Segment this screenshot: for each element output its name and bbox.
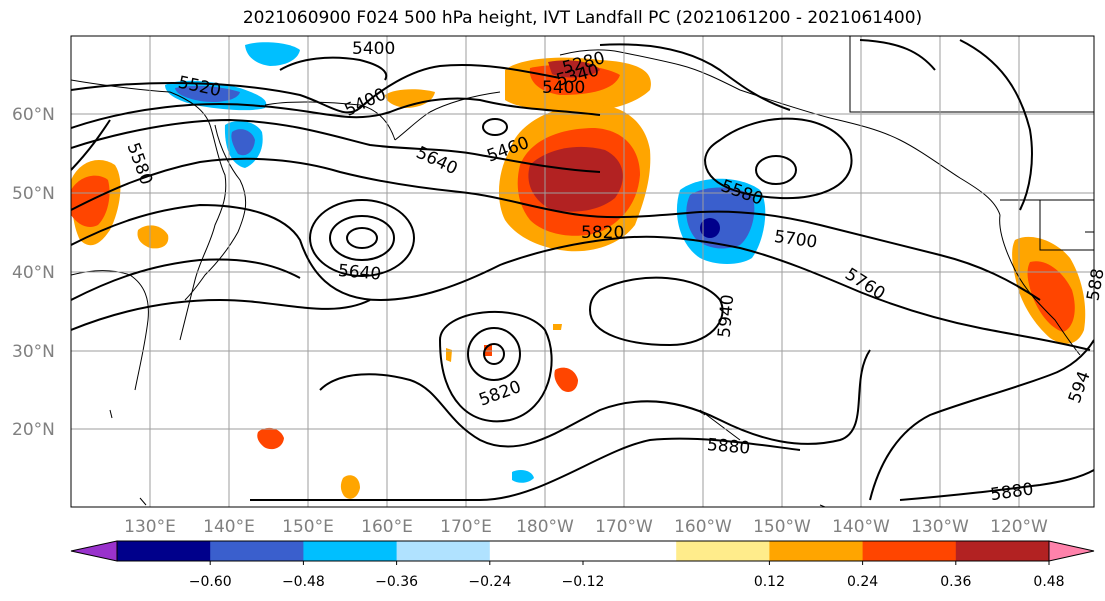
colorbar-bin [489, 541, 584, 561]
contour-label-5400-a: 5400 [352, 39, 395, 59]
colorbar-bin [676, 541, 770, 561]
colorbar-bin [862, 541, 957, 561]
contour-label-5400-c: 5400 [542, 78, 585, 98]
colorbar-tick-label: −0.48 [282, 574, 325, 590]
lat-label-20n: 20°N [12, 420, 55, 440]
lon-label-150e: 150°E [282, 517, 334, 537]
colorbar-bin [303, 541, 398, 561]
lon-label-160w: 160°W [674, 517, 732, 537]
longitude-labels: 130°E 140°E 150°E 160°E 170°E 180°W 170°… [124, 517, 1048, 537]
colorbar-outline [116, 540, 1050, 562]
colorbar-tick-label: −0.12 [562, 574, 605, 590]
colorbar-tick-label: 0.12 [754, 574, 785, 590]
lon-label-150w: 150°W [753, 517, 811, 537]
map-title: 2021060900 F024 500 hPa height, IVT Land… [242, 8, 923, 28]
colorbar-tick-label: −0.36 [375, 574, 418, 590]
contour-label-5820-a: 5820 [581, 223, 624, 243]
contour-label-5640-b: 5640 [337, 261, 382, 285]
lon-label-180w: 180°W [516, 517, 574, 537]
lon-label-130e: 130°E [124, 517, 176, 537]
contour-label-5940-a: 5940 [715, 294, 739, 339]
lat-label-60n: 60°N [12, 105, 55, 125]
lat-label-50n: 50°N [12, 184, 55, 204]
contour-label-5880-a: 5880 [706, 435, 751, 459]
colorbar-tick-label: −0.24 [468, 574, 511, 590]
colorbar-bin [396, 541, 491, 561]
colorbar-tick-label: 0.24 [847, 574, 878, 590]
height-contours [71, 39, 1094, 502]
lon-label-140w: 140°W [832, 517, 890, 537]
map-frame [70, 35, 1095, 508]
colorbar-bin [117, 541, 211, 561]
colorbar: −0.60 −0.48 −0.36 −0.24 −0.12 0.12 0.24 0.36 0.4… [70, 540, 1095, 590]
colorbar-bin [769, 541, 864, 561]
lon-label-130w: 130°W [911, 517, 969, 537]
colorbar-extend-right [1048, 540, 1095, 562]
lon-label-170e: 170°E [440, 517, 492, 537]
colorbar-bin [210, 541, 304, 561]
colorbar-tick-label: 0.48 [1033, 574, 1064, 590]
map-panel: 5400 5400 5520 5580 5640 5460 5280 5340 … [70, 35, 1105, 508]
lon-label-140e: 140°E [203, 517, 255, 537]
lon-label-160e: 160°E [361, 517, 413, 537]
lon-label-120w: 120°W [990, 517, 1048, 537]
colorbar-tick-label: −0.60 [189, 574, 232, 590]
coastlines [71, 36, 1094, 507]
colorbar-extend-left [70, 540, 118, 562]
colorbar-bin [583, 541, 677, 561]
colorbar-bin [955, 541, 1050, 561]
lat-label-40n: 40°N [12, 263, 55, 283]
lat-label-30n: 30°N [12, 342, 55, 362]
latitude-labels: 60°N 50°N 40°N 30°N 20°N [12, 105, 55, 440]
lon-label-170w: 170°W [595, 517, 653, 537]
colorbar-tick-label: 0.36 [940, 574, 971, 590]
